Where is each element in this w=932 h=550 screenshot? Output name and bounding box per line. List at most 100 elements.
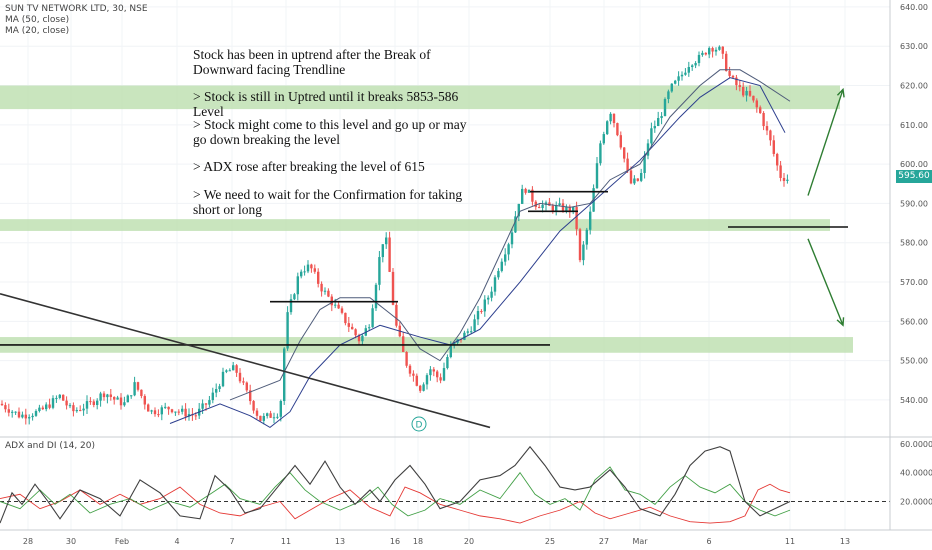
time-tick-label: 4 bbox=[174, 537, 179, 546]
candle-body bbox=[680, 74, 684, 77]
candle-body bbox=[653, 126, 656, 129]
candle-body bbox=[759, 107, 762, 113]
annotation-5: > We need to wait for the Confirmation f… bbox=[193, 187, 463, 217]
adx-line bbox=[0, 445, 791, 524]
candle-body bbox=[283, 348, 286, 402]
candle-body bbox=[725, 53, 728, 71]
candle-body bbox=[208, 400, 211, 405]
candle-body bbox=[238, 372, 242, 382]
candle-body bbox=[507, 244, 510, 255]
candle-body bbox=[82, 408, 85, 411]
candle-body bbox=[45, 404, 48, 410]
time-tick-label: 13 bbox=[335, 537, 345, 546]
candle-body bbox=[786, 179, 789, 181]
candle-body bbox=[126, 395, 129, 403]
candle-body bbox=[323, 290, 327, 292]
candle-body bbox=[235, 365, 238, 373]
candle-body bbox=[731, 75, 735, 78]
time-tick-label: 27 bbox=[599, 537, 609, 546]
candle-body bbox=[327, 290, 330, 297]
time-tick-label: 25 bbox=[545, 537, 555, 546]
candle-body bbox=[337, 304, 340, 309]
price-tick-label: 560.00 bbox=[900, 317, 928, 326]
time-tick-label: Feb bbox=[115, 537, 129, 546]
candle-body bbox=[174, 411, 177, 413]
candle-body bbox=[538, 206, 541, 209]
candle-body bbox=[150, 410, 153, 412]
candle-body bbox=[694, 63, 697, 66]
candle-body bbox=[765, 126, 769, 131]
candle-body bbox=[636, 178, 639, 181]
candle-body bbox=[684, 72, 687, 75]
dividend-marker bbox=[411, 416, 427, 432]
candle-body bbox=[24, 414, 27, 419]
candle-body bbox=[79, 410, 82, 412]
candle-body bbox=[483, 299, 486, 312]
candle-body bbox=[232, 365, 235, 371]
candle-body bbox=[782, 177, 786, 181]
candle-body bbox=[432, 369, 435, 372]
candle-body bbox=[344, 312, 347, 324]
candle-body bbox=[735, 77, 738, 86]
candle-body bbox=[490, 291, 493, 298]
candle-body bbox=[143, 396, 146, 405]
time-tick-label: 28 bbox=[23, 537, 33, 546]
time-tick-label: 30 bbox=[66, 537, 76, 546]
candle-body bbox=[293, 294, 296, 300]
time-tick-label: 11 bbox=[785, 537, 795, 546]
annotation-3: > Stock might come to this level and go … bbox=[193, 117, 467, 147]
candle-body bbox=[181, 408, 184, 412]
candle-body bbox=[442, 368, 446, 381]
ma20-line bbox=[229, 69, 791, 401]
candle-body bbox=[374, 284, 378, 309]
candle-body bbox=[157, 414, 160, 416]
candle-body bbox=[779, 165, 782, 178]
candle-body bbox=[133, 382, 136, 396]
candle-body bbox=[769, 130, 772, 141]
candle-body bbox=[405, 351, 408, 366]
candle-body bbox=[527, 189, 531, 193]
candle-body bbox=[317, 271, 320, 284]
candle-body bbox=[776, 153, 779, 166]
candle-body bbox=[762, 112, 765, 127]
candle-body bbox=[599, 143, 602, 164]
candle-body bbox=[11, 411, 14, 413]
candle-body bbox=[228, 370, 231, 372]
candle-body bbox=[368, 327, 371, 329]
candle-body bbox=[568, 206, 571, 213]
candle-body bbox=[395, 304, 398, 326]
candle-body bbox=[606, 121, 609, 135]
candle-body bbox=[262, 415, 265, 421]
price-tick-label: 570.00 bbox=[900, 278, 928, 287]
candle-body bbox=[514, 216, 517, 233]
time-tick-label: 11 bbox=[281, 537, 291, 546]
candle-body bbox=[194, 415, 197, 417]
price-tick-label: 640.00 bbox=[900, 3, 928, 12]
candle-body bbox=[701, 52, 704, 55]
candle-body bbox=[34, 411, 38, 416]
candle-body bbox=[439, 377, 442, 381]
candle-body bbox=[313, 268, 316, 272]
candle-body bbox=[68, 405, 72, 407]
candle-body bbox=[473, 319, 476, 332]
candle-body bbox=[595, 163, 599, 189]
candle-body bbox=[310, 264, 313, 269]
candle-body bbox=[65, 400, 68, 406]
candle-body bbox=[697, 54, 701, 64]
candle-body bbox=[85, 401, 89, 409]
price-tick-label: 620.00 bbox=[900, 82, 928, 91]
candle-body bbox=[677, 76, 680, 81]
candle-body bbox=[164, 406, 167, 408]
candle-body bbox=[708, 48, 711, 55]
candle-body bbox=[0, 403, 4, 406]
candle-body bbox=[51, 398, 55, 408]
time-tick-label: 18 bbox=[413, 537, 423, 546]
candle-body bbox=[340, 308, 344, 313]
candle-body bbox=[755, 100, 758, 108]
downtrend-line bbox=[0, 293, 491, 429]
candle-body bbox=[75, 410, 78, 412]
candle-body bbox=[89, 401, 92, 403]
candlestick-series bbox=[0, 45, 789, 425]
candle-body bbox=[55, 397, 58, 399]
candle-body bbox=[177, 411, 180, 413]
